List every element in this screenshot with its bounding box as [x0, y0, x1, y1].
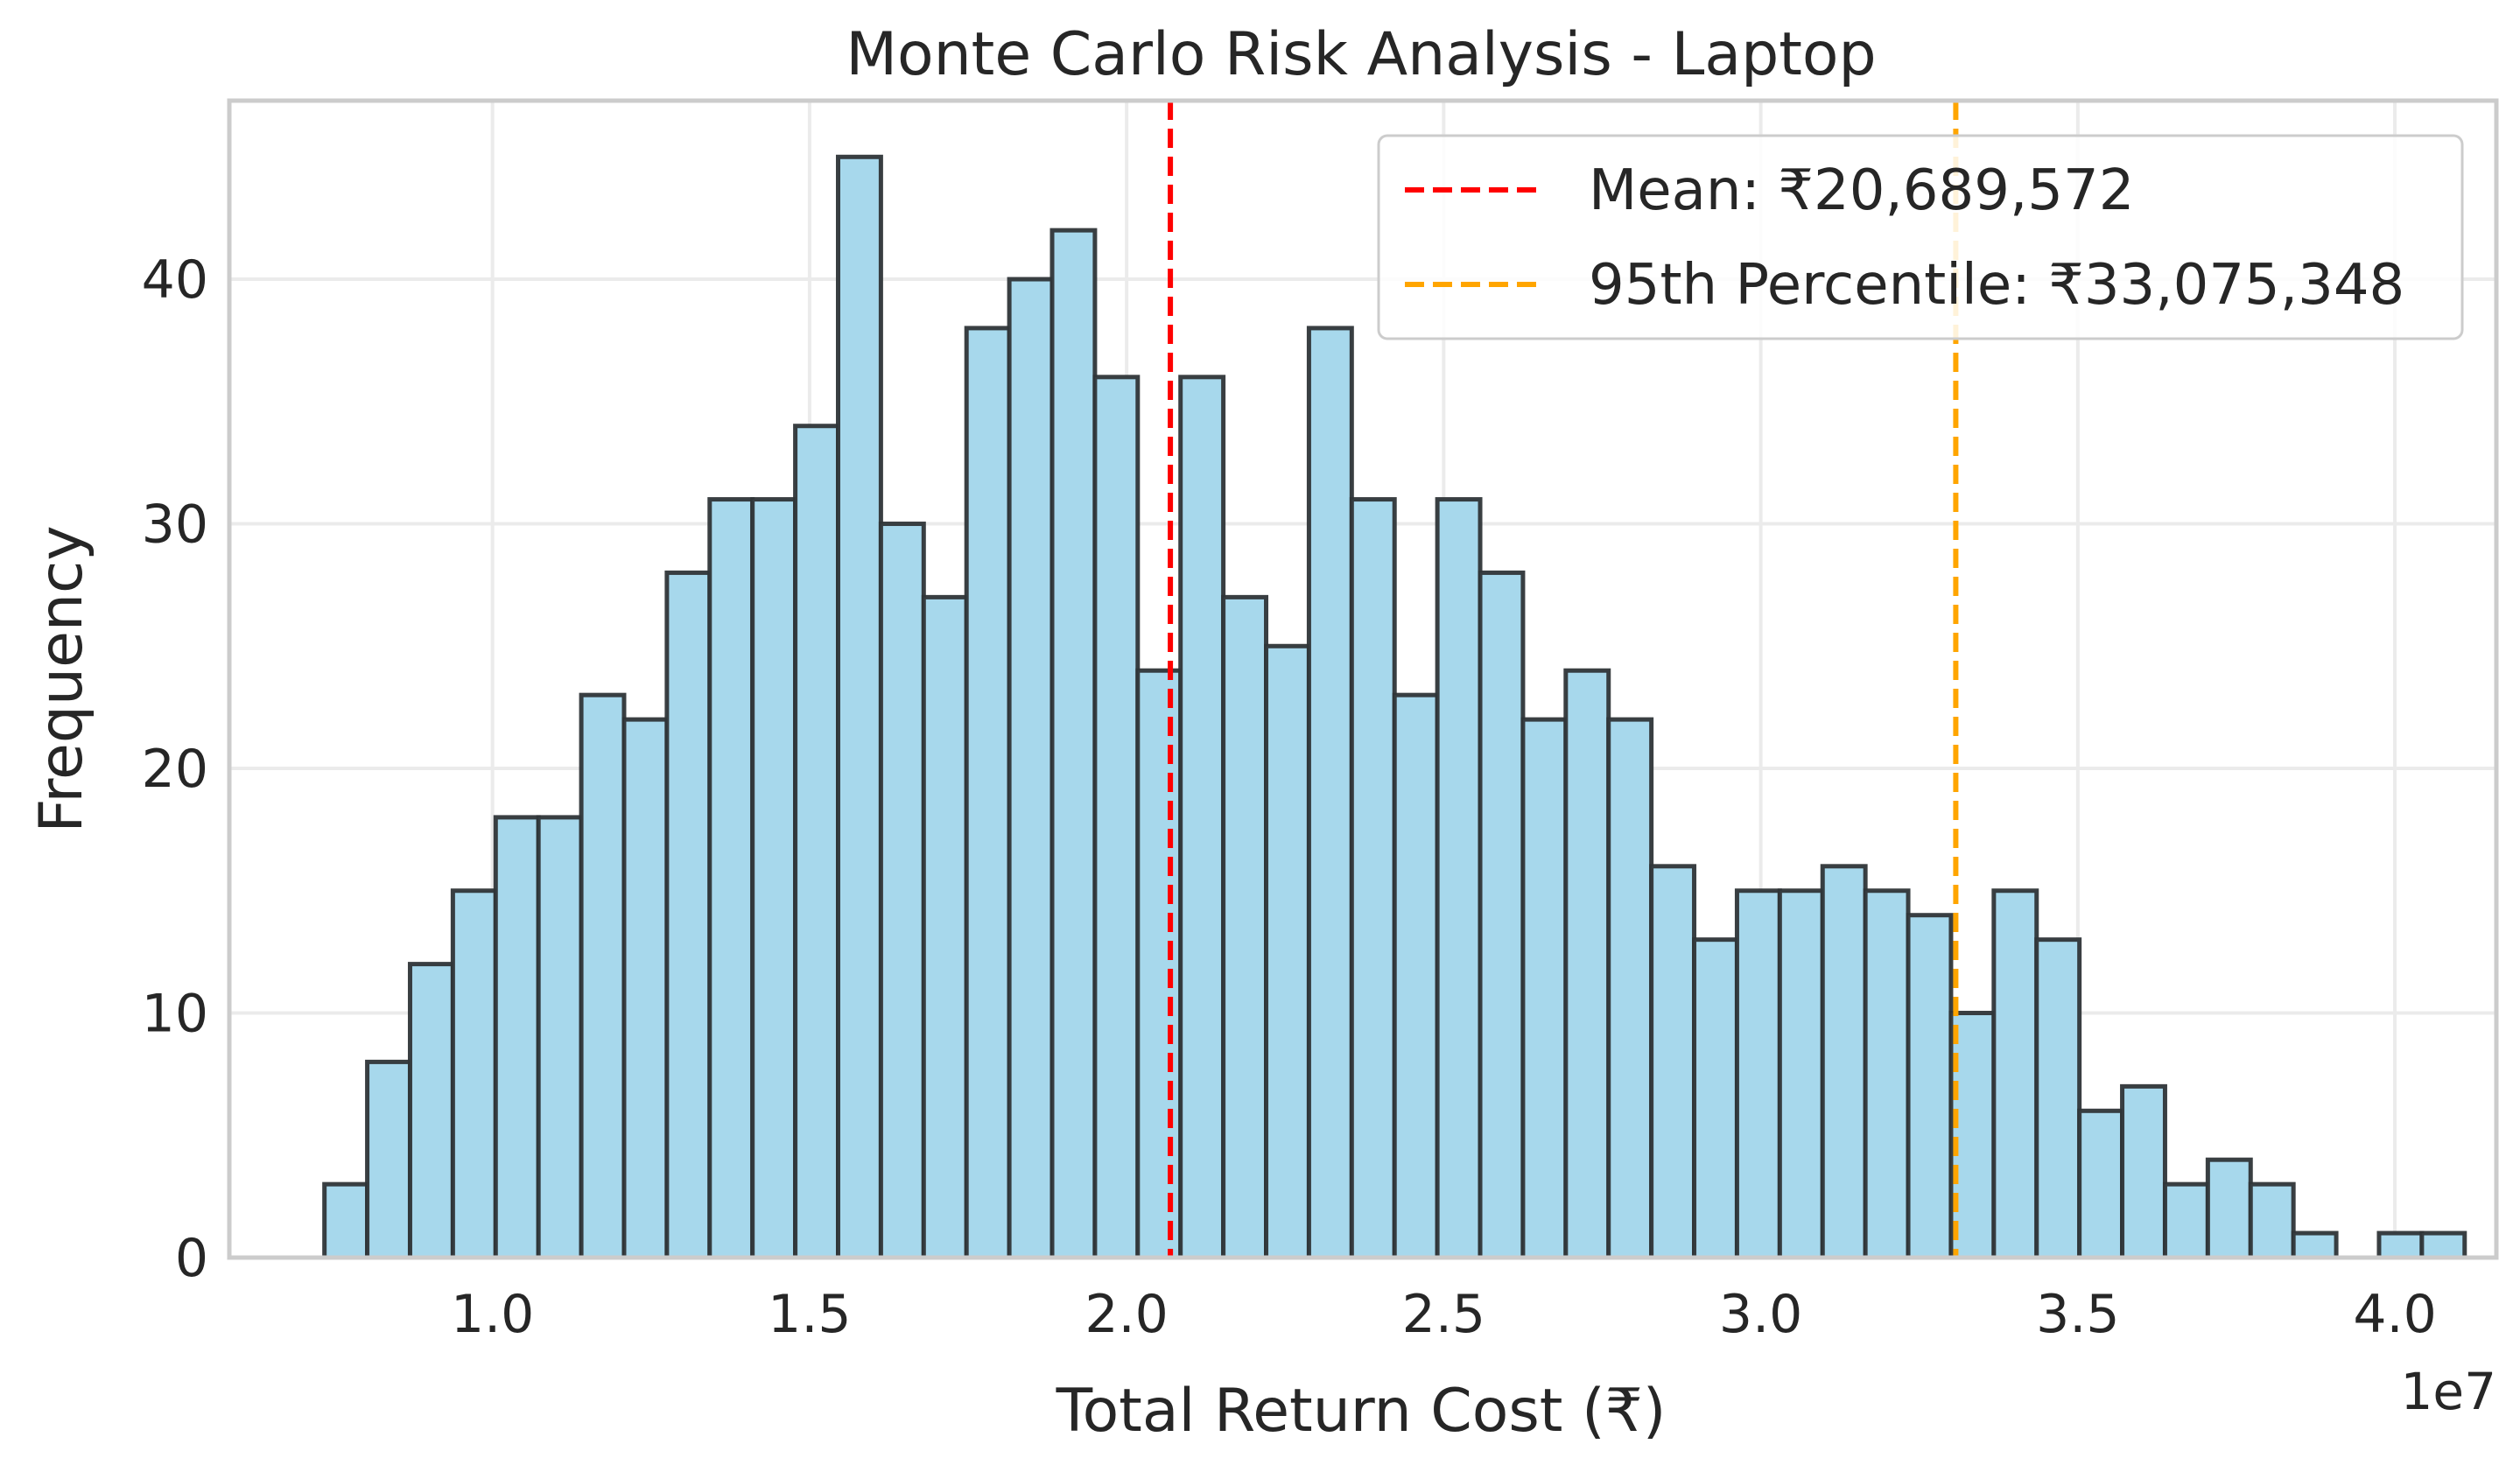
histogram-bar — [2376, 1230, 2425, 1260]
legend: Mean: ₹20,689,572 95th Percentile: ₹33,07… — [1377, 134, 2464, 340]
histogram-bar — [1777, 888, 1825, 1260]
histogram-bar — [1906, 913, 1954, 1260]
y-tick-label: 0 — [175, 1228, 208, 1289]
legend-label: 95th Percentile: ₹33,075,348 — [1589, 253, 2404, 318]
histogram-bar — [1306, 326, 1354, 1260]
reference-lines — [1168, 101, 1959, 1258]
y-tick-label: 40 — [142, 249, 208, 311]
histogram-bar — [1264, 643, 1311, 1260]
histogram-bar — [493, 815, 541, 1260]
histogram-bar — [664, 570, 712, 1260]
histogram-bar — [1178, 375, 1226, 1260]
histogram-bar — [1820, 864, 1868, 1260]
axis-ticks: 1.0 1.5 2.0 2.5 3.0 3.5 4.0 0 10 20 30 40 — [142, 249, 2437, 1345]
legend-label: Mean: ₹20,689,572 — [1589, 158, 2134, 223]
histogram-bar — [1563, 668, 1611, 1260]
histogram-bar — [1007, 277, 1055, 1260]
histogram-bar — [2120, 1083, 2167, 1260]
histogram-bars — [322, 154, 2467, 1260]
x-axis-offset-text: 1e7 — [2401, 1362, 2497, 1421]
histogram-bar — [1991, 888, 2039, 1260]
histogram-bar — [878, 522, 926, 1260]
histogram-bar — [1135, 668, 1183, 1260]
histogram-bar — [1649, 864, 1697, 1260]
histogram-bar — [1863, 888, 1911, 1260]
histogram-bar — [450, 888, 498, 1260]
histogram-bar — [322, 1181, 370, 1260]
x-axis-label: Total Return Cost (₹) — [1056, 1377, 1667, 1446]
x-tick-label: 3.5 — [2036, 1284, 2119, 1345]
histogram-bar — [1392, 692, 1440, 1260]
x-tick-label: 2.0 — [1085, 1284, 1168, 1345]
histogram-bar — [1221, 594, 1269, 1260]
histogram-bar — [1435, 497, 1483, 1260]
histogram-bar — [1049, 228, 1098, 1260]
chart-title: Monte Carlo Risk Analysis - Laptop — [846, 20, 1876, 89]
histogram-bar — [2162, 1181, 2210, 1260]
x-tick-label: 3.0 — [1719, 1284, 1802, 1345]
histogram-bar — [2291, 1230, 2339, 1260]
histogram-bar — [1606, 717, 1654, 1260]
y-tick-label: 10 — [142, 984, 208, 1045]
histogram-bar — [1734, 888, 1782, 1260]
histogram-bar — [1692, 937, 1739, 1260]
histogram-bar — [2205, 1157, 2253, 1260]
histogram-bar — [621, 717, 670, 1260]
x-tick-label: 1.0 — [451, 1284, 534, 1345]
histogram-bar — [2077, 1108, 2125, 1260]
histogram-bar — [2248, 1181, 2296, 1260]
y-axis-label: Frequency — [27, 525, 96, 832]
y-tick-label: 20 — [142, 739, 208, 800]
legend-box — [1377, 134, 2464, 340]
histogram-bar — [793, 424, 840, 1260]
x-tick-label: 4.0 — [2353, 1284, 2436, 1345]
histogram-bar — [1520, 717, 1569, 1260]
histogram-bar — [365, 1059, 412, 1260]
histogram-bar — [707, 497, 755, 1260]
histogram-bar — [536, 815, 584, 1260]
y-tick-label: 30 — [142, 494, 208, 556]
histogram-bar — [579, 692, 627, 1260]
histogram-bar — [964, 326, 1012, 1260]
histogram-bar — [2419, 1230, 2467, 1260]
x-tick-label: 1.5 — [768, 1284, 851, 1345]
histogram-bar — [835, 154, 883, 1260]
histogram-bar — [1092, 375, 1141, 1260]
histogram-bar — [2034, 937, 2082, 1260]
histogram-bar — [921, 594, 969, 1260]
histogram-bar — [407, 962, 455, 1260]
histogram-bar — [1478, 570, 1526, 1260]
histogram-bar — [750, 497, 798, 1260]
histogram-bar — [1349, 497, 1397, 1260]
plot-frame — [227, 98, 2499, 1260]
x-tick-label: 2.5 — [1402, 1284, 1485, 1345]
